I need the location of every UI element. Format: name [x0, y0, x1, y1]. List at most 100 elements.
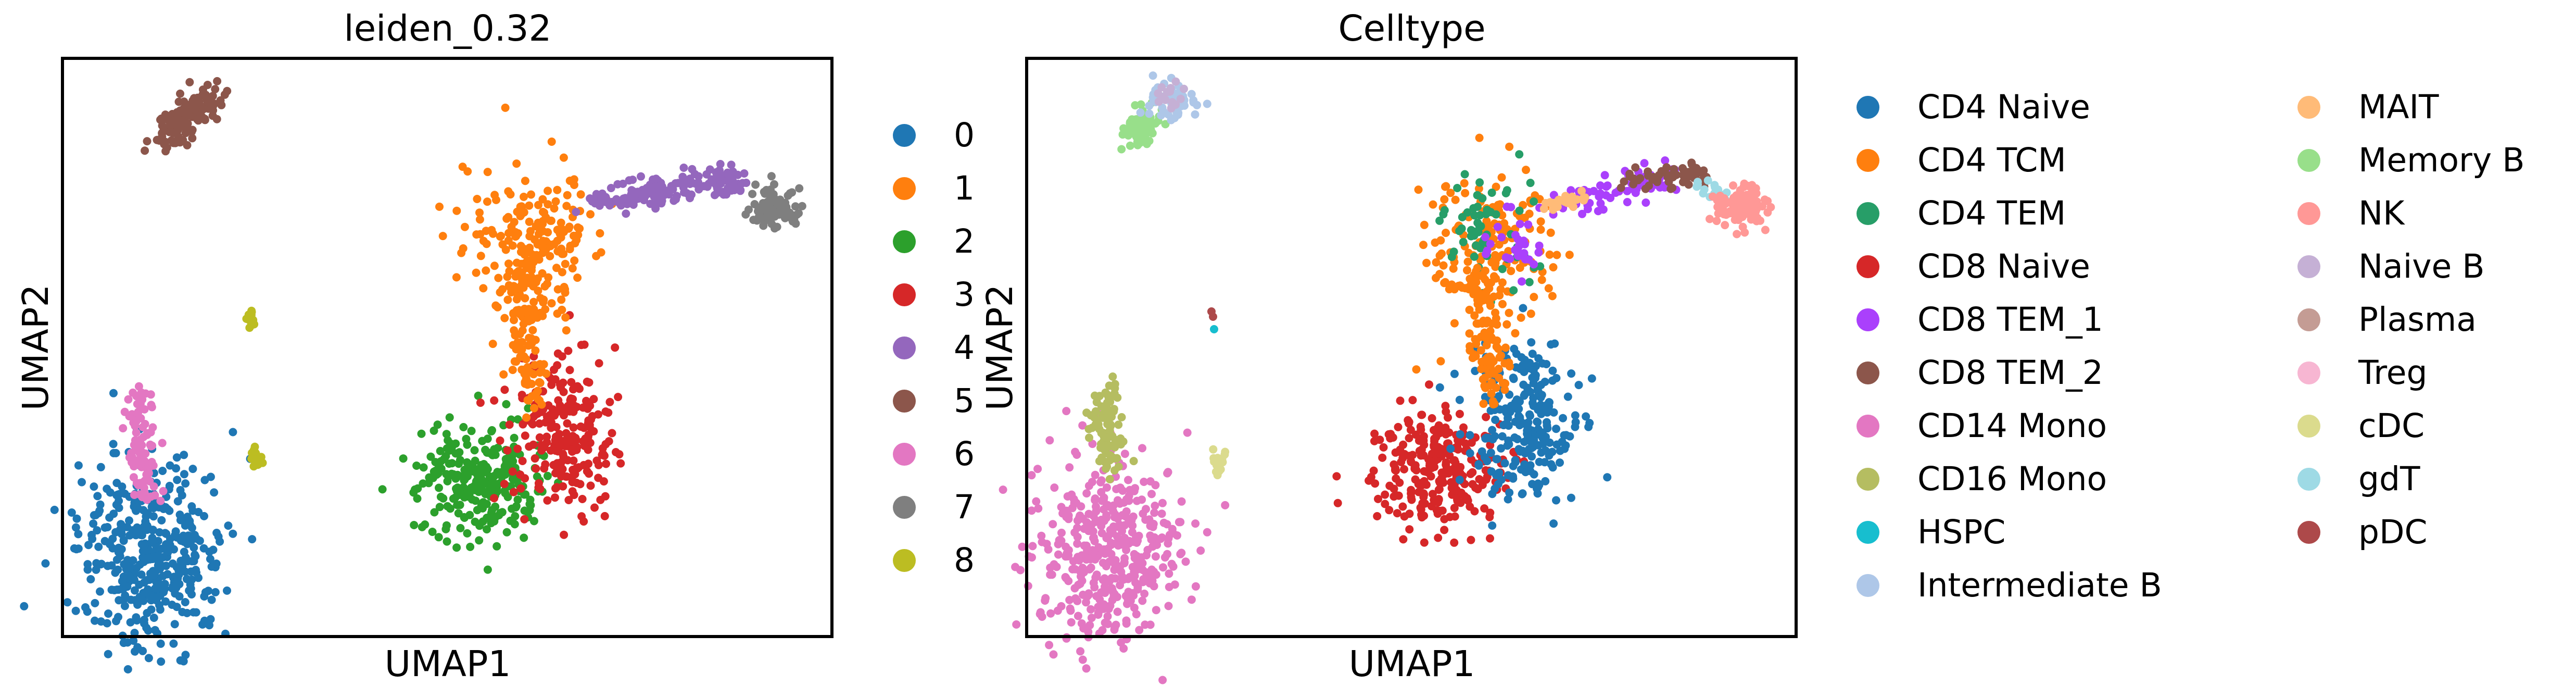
data-point [586, 481, 595, 490]
data-point [1459, 238, 1468, 246]
data-point [1523, 426, 1532, 435]
data-point [1509, 286, 1518, 295]
legend-marker [2297, 255, 2320, 278]
data-point [525, 217, 534, 226]
data-point [123, 522, 132, 531]
data-point [574, 463, 583, 472]
data-point [1721, 221, 1729, 230]
data-point [50, 505, 59, 514]
data-point [1577, 186, 1586, 195]
legend-label: Memory B [2358, 141, 2524, 179]
data-point [605, 201, 614, 210]
data-point [1116, 581, 1125, 590]
data-point [1440, 526, 1449, 534]
data-point [663, 186, 672, 195]
data-point [1720, 194, 1728, 203]
data-point [1084, 425, 1093, 433]
data-point [167, 136, 176, 145]
legend-marker [1857, 415, 1879, 438]
data-point [1546, 228, 1555, 237]
data-point [483, 565, 492, 574]
data-point [131, 596, 140, 605]
data-point [1094, 420, 1103, 429]
data-point [1534, 248, 1543, 257]
data-point [441, 452, 450, 460]
data-point [443, 477, 452, 485]
data-point [185, 586, 194, 595]
data-point [1758, 202, 1766, 210]
data-point [1146, 531, 1155, 540]
data-point [1414, 185, 1423, 194]
data-point [1498, 278, 1507, 287]
legend-label: CD8 Naive [1917, 247, 2090, 285]
legend-leiden: 0 1 2 3 4 5 6 7 8 [893, 116, 975, 579]
data-point [1747, 189, 1756, 197]
data-point [1176, 518, 1185, 527]
data-point [1479, 400, 1488, 408]
data-point [553, 349, 562, 358]
data-point [1163, 469, 1172, 478]
data-point [158, 439, 167, 447]
data-point [172, 603, 181, 612]
data-point [1461, 284, 1470, 293]
data-point [547, 216, 555, 225]
data-point [798, 202, 806, 210]
data-point [599, 450, 608, 459]
data-point [183, 608, 192, 617]
data-point [1473, 218, 1482, 227]
data-point [1549, 263, 1558, 272]
data-point [428, 528, 437, 536]
data-point [539, 295, 548, 304]
data-point [183, 101, 192, 109]
data-point [670, 196, 678, 205]
legend-label: CD4 Naive [1917, 88, 2090, 126]
data-point [1191, 519, 1200, 528]
data-point [557, 383, 565, 392]
data-point [561, 259, 570, 268]
data-point [570, 256, 579, 265]
data-point [1034, 504, 1043, 513]
data-point [1547, 340, 1556, 349]
data-point [527, 266, 536, 275]
legend-marker [893, 443, 916, 466]
data-point [41, 559, 50, 568]
data-point [1079, 624, 1088, 633]
data-point [1437, 444, 1446, 453]
data-point [1121, 540, 1130, 549]
data-point [1142, 140, 1151, 148]
legend-label: CD8 TEM_1 [1917, 301, 2103, 339]
data-point [181, 651, 190, 659]
data-point [1128, 528, 1137, 537]
data-point [1157, 509, 1166, 518]
x-axis-label: UMAP1 [385, 643, 511, 685]
data-point [134, 407, 143, 416]
data-point [156, 639, 165, 648]
data-point [1525, 278, 1534, 286]
data-point [1446, 444, 1455, 453]
data-point [1119, 437, 1128, 446]
data-point [1037, 531, 1046, 540]
data-point [1481, 233, 1489, 242]
data-point [1420, 220, 1429, 229]
data-point [1519, 304, 1527, 313]
data-point [1488, 490, 1497, 498]
data-point [1475, 211, 1484, 220]
data-point [521, 431, 529, 440]
data-point [1745, 203, 1753, 212]
data-point [1386, 434, 1395, 443]
data-point [1135, 626, 1144, 634]
data-point [1447, 280, 1456, 289]
data-point [451, 449, 460, 458]
data-point [1044, 545, 1053, 554]
data-point [1173, 531, 1181, 540]
data-point [148, 538, 157, 547]
data-point [1085, 621, 1094, 630]
data-point [1071, 447, 1080, 456]
data-point [463, 529, 472, 538]
data-point [1733, 230, 1741, 239]
data-point [1435, 216, 1444, 225]
data-point [478, 437, 487, 445]
data-point [1469, 204, 1478, 213]
data-point [1422, 258, 1431, 267]
